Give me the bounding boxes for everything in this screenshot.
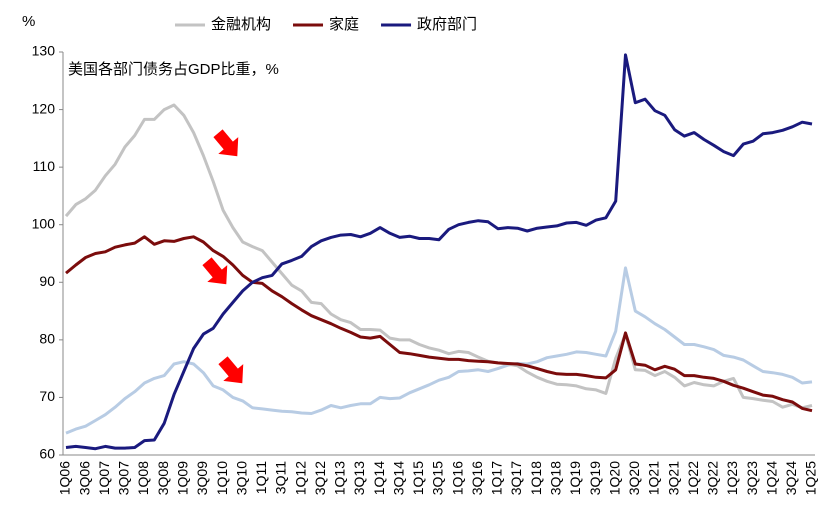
x-tick-label: 1Q24 bbox=[763, 461, 779, 495]
x-tick-label: 1Q10 bbox=[214, 461, 230, 495]
x-tick-label: 1Q15 bbox=[410, 461, 426, 495]
arrows bbox=[202, 129, 244, 384]
y-tick-label: 70 bbox=[39, 388, 55, 404]
x-tick-label: 1Q19 bbox=[567, 461, 583, 495]
x-tick-label: 3Q15 bbox=[430, 461, 446, 495]
x-tick-label: 1Q20 bbox=[606, 461, 622, 495]
x-tick-label: 1Q25 bbox=[803, 461, 819, 495]
x-tick-label: 3Q24 bbox=[783, 461, 799, 495]
x-tick-label: 3Q10 bbox=[233, 461, 249, 495]
legend-label: 金融机构 bbox=[211, 16, 271, 33]
x-tick-label: 3Q19 bbox=[587, 461, 603, 495]
x-tick-label: 3Q13 bbox=[351, 461, 367, 495]
x-tick-label: 3Q17 bbox=[508, 461, 524, 495]
x-tick-label: 3Q20 bbox=[626, 461, 642, 495]
series-line bbox=[65, 235, 813, 413]
x-tick-label: 1Q17 bbox=[489, 461, 505, 495]
x-tick-label: 3Q07 bbox=[116, 461, 132, 495]
x-tick-label: 1Q12 bbox=[292, 461, 308, 495]
x-tick-label: 1Q09 bbox=[174, 461, 190, 495]
x-tick-label: 1Q18 bbox=[528, 461, 544, 495]
y-tick-label: 120 bbox=[32, 100, 56, 116]
x-tick-label: 1Q23 bbox=[724, 461, 740, 495]
arrow bbox=[218, 356, 244, 384]
series-line bbox=[64, 103, 813, 410]
y-tick-label: 130 bbox=[32, 43, 56, 59]
annotation: 美国各部门债务占GDP比重，% bbox=[68, 61, 279, 78]
x-tick-label: 1Q07 bbox=[96, 461, 112, 495]
x-tick-label: 1Q14 bbox=[371, 461, 387, 495]
arrow bbox=[202, 257, 228, 285]
x-tick-label: 1Q21 bbox=[646, 461, 662, 495]
x-tick-label: 3Q12 bbox=[312, 461, 328, 495]
y-tick-label: 110 bbox=[33, 158, 56, 174]
x-tick-label: 1Q06 bbox=[57, 461, 73, 495]
x-tick-label: 3Q09 bbox=[194, 461, 210, 495]
x-tick-label: 3Q22 bbox=[705, 461, 721, 495]
x-tick-label: 3Q11 bbox=[273, 461, 289, 494]
legend-label: 家庭 bbox=[329, 16, 359, 33]
x-tick-label: 3Q08 bbox=[155, 461, 171, 495]
y-axis-label: % bbox=[22, 13, 35, 30]
y-tick-label: 80 bbox=[39, 331, 55, 347]
y-tick-label: 100 bbox=[32, 215, 56, 231]
x-tick-label: 1Q22 bbox=[685, 461, 701, 495]
series-line bbox=[65, 53, 813, 451]
x-tick-label: 1Q08 bbox=[135, 461, 151, 495]
x-tick-label: 1Q16 bbox=[449, 461, 465, 495]
y-tick-label: 90 bbox=[39, 273, 55, 289]
x-tick-label: 3Q23 bbox=[744, 461, 760, 495]
arrow bbox=[213, 129, 239, 157]
legend-label: 政府部门 bbox=[417, 16, 477, 33]
x-tick-label: 1Q13 bbox=[332, 461, 348, 495]
x-tick-label: 3Q16 bbox=[469, 461, 485, 495]
y-tick-label: 60 bbox=[39, 446, 55, 462]
series-line bbox=[65, 266, 813, 435]
x-tick-label: 3Q06 bbox=[76, 461, 92, 495]
x-tick-label: 1Q11 bbox=[253, 461, 269, 494]
x-tick-label: 3Q18 bbox=[547, 461, 563, 495]
x-tick-label: 3Q14 bbox=[390, 461, 406, 495]
x-tick-label: 3Q21 bbox=[665, 461, 681, 495]
